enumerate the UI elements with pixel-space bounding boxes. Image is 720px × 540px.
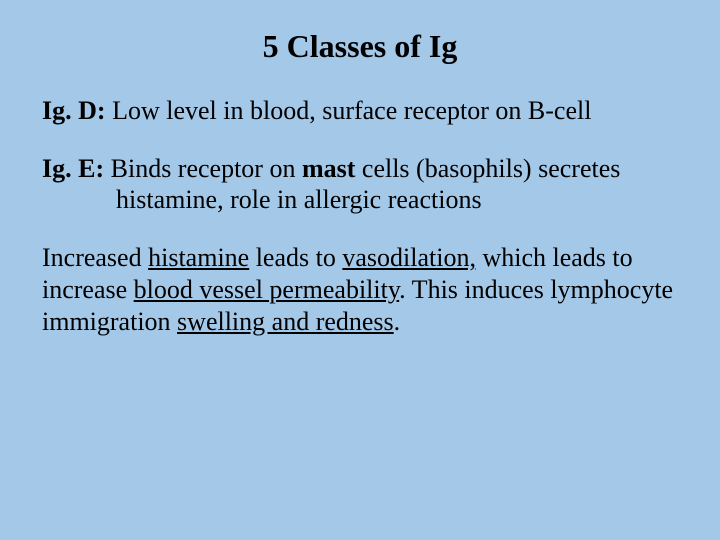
para-u3: blood vessel permeability: [134, 275, 399, 304]
para-t1: Increased: [42, 243, 148, 272]
para-u4: swelling and redness: [177, 307, 394, 336]
igd-label: Ig. D:: [42, 96, 106, 125]
slide-container: 5 Classes of Ig Ig. D: Low level in bloo…: [0, 0, 720, 540]
ige-label: Ig. E:: [42, 154, 104, 183]
para-u2: vasodilation,: [342, 243, 476, 272]
para-t5: .: [394, 307, 401, 336]
ige-pre: Binds receptor on: [104, 154, 302, 183]
para-u1: histamine: [148, 243, 249, 272]
ige-entry: Ig. E: Binds receptor on mast cells (bas…: [42, 153, 678, 216]
slide-title: 5 Classes of Ig: [42, 28, 678, 65]
igd-entry: Ig. D: Low level in blood, surface recep…: [42, 95, 678, 127]
ige-bold: mast: [302, 154, 355, 183]
summary-paragraph: Increased histamine leads to vasodilatio…: [42, 242, 678, 337]
para-t2: leads to: [249, 243, 342, 272]
igd-text: Low level in blood, surface receptor on …: [106, 96, 592, 125]
